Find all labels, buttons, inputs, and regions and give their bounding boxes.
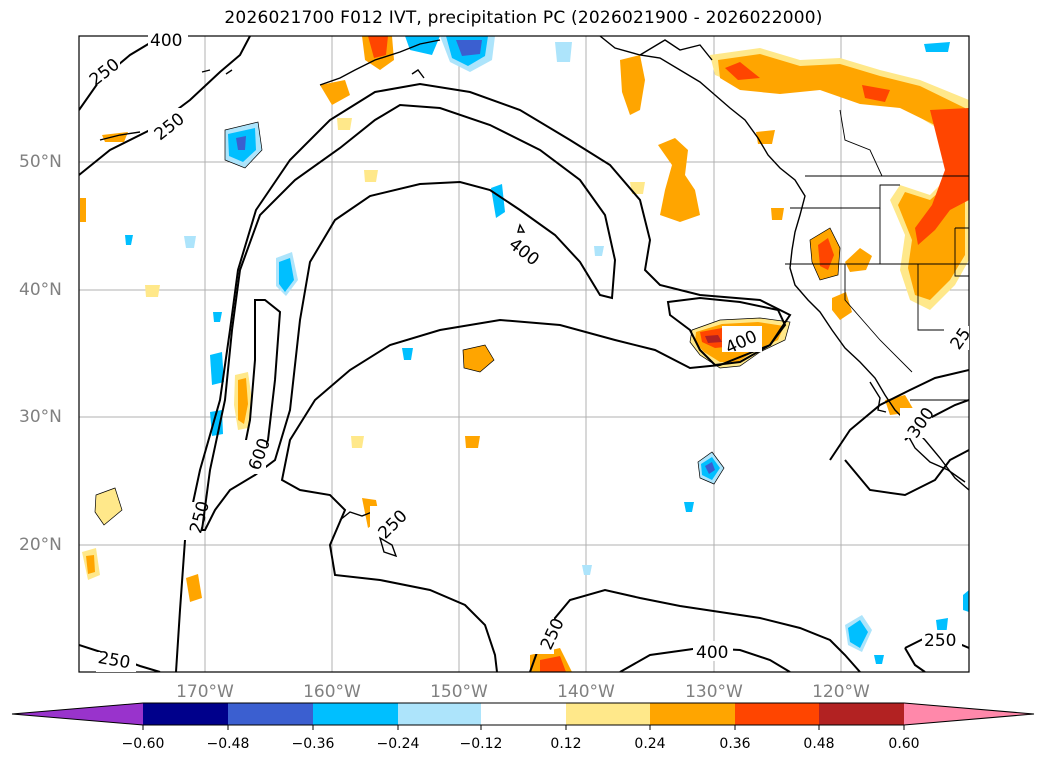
pnw-precip <box>710 48 969 310</box>
ivt-250-south <box>529 588 861 672</box>
colorbar-tick-label: −0.60 <box>121 736 165 752</box>
colorbar-tick-label: 0.12 <box>550 736 582 752</box>
precip-outlines <box>94 121 841 526</box>
map-title: 2026021700 F012 IVT, precipitation PC (2… <box>224 8 823 28</box>
lon-label: 160°W <box>303 682 361 702</box>
map-frame <box>78 35 970 673</box>
lon-label: 170°W <box>176 682 234 702</box>
coastlines <box>99 36 969 558</box>
precip-negative-shading <box>125 36 969 664</box>
ivt-250-outer <box>79 36 251 176</box>
colorbar-tick-label: −0.48 <box>206 736 250 752</box>
colorbar-tick-label: 0.48 <box>803 736 835 752</box>
lat-label: 50°N <box>19 152 62 172</box>
colorbar-tick-label: −0.24 <box>376 736 420 752</box>
lat-label: 20°N <box>19 535 62 555</box>
contour-label: 250 <box>924 631 956 651</box>
colorbar-tick-label: 0.36 <box>719 736 751 752</box>
lat-label: 30°N <box>19 407 62 427</box>
colorbar-tick-label: 0.60 <box>888 736 920 752</box>
ivt-400-jet <box>200 103 617 531</box>
colorbar-tick-label: −0.12 <box>459 736 503 752</box>
lat-label: 40°N <box>19 280 62 300</box>
ivt-400-ar <box>666 296 787 367</box>
colorbar <box>11 702 1035 730</box>
na-coastline <box>599 36 969 491</box>
contour-label: 400 <box>150 31 182 51</box>
lon-label: 140°W <box>557 682 615 702</box>
contour-label: 400 <box>696 643 728 663</box>
lon-label: 130°W <box>685 682 743 702</box>
lon-label: 150°W <box>430 682 488 702</box>
colorbar-tick-label: 0.24 <box>634 736 666 752</box>
ivt-250-se <box>829 369 969 461</box>
lon-label: 120°W <box>812 682 870 702</box>
colorbar-max-extend <box>904 703 1034 725</box>
map-area <box>79 36 969 672</box>
colorbar-min-extend <box>12 703 143 725</box>
colorbar-tick-label: −0.36 <box>291 736 335 752</box>
